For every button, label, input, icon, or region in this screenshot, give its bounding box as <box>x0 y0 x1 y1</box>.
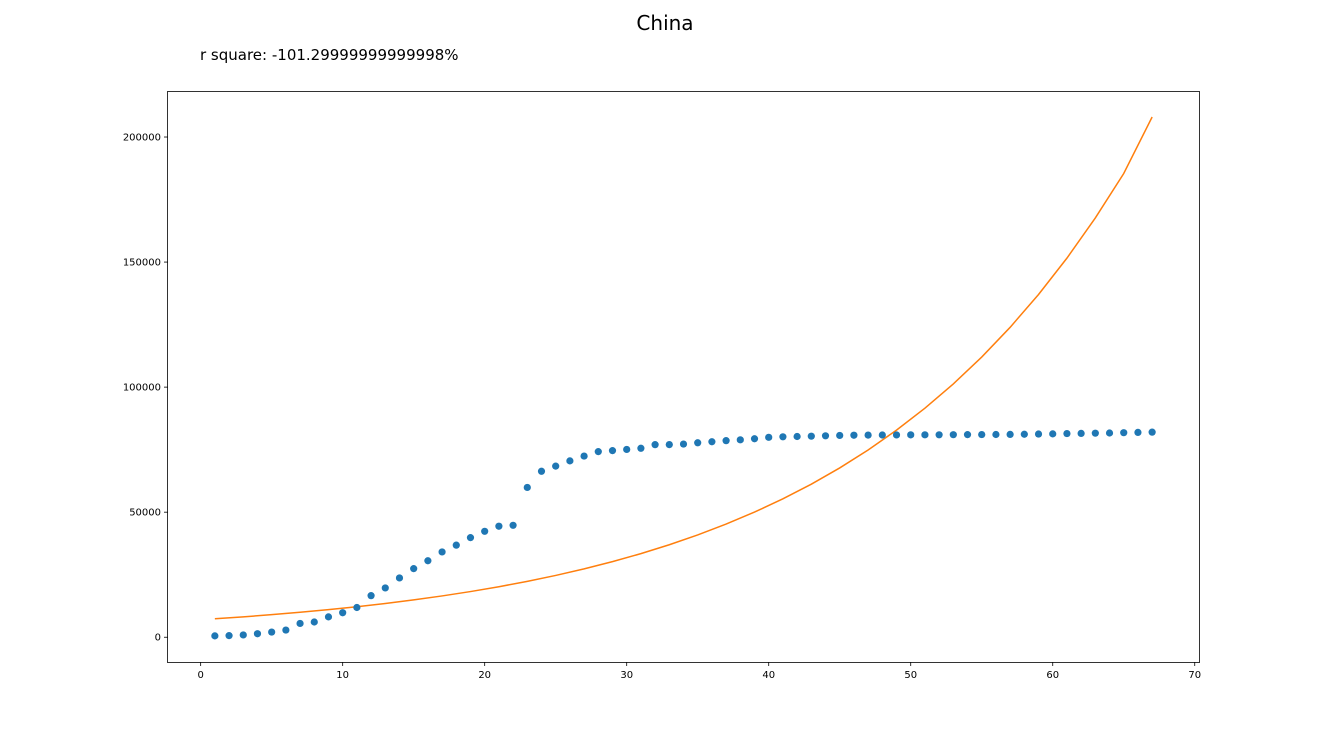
data-point <box>637 444 645 452</box>
fit-curve-line <box>214 116 1153 620</box>
data-point <box>452 541 460 549</box>
y-tick-label: 150000 <box>123 258 161 269</box>
data-point <box>566 457 574 465</box>
data-point <box>750 435 759 443</box>
y-axis: 0 50000 100000 150000 200000 <box>123 133 168 644</box>
data-point <box>1148 428 1156 436</box>
data-point <box>793 432 801 441</box>
data-point <box>992 430 1000 439</box>
data-point <box>836 431 844 440</box>
data-point <box>324 613 333 621</box>
x-tick-label: 20 <box>478 670 491 681</box>
data-point <box>1006 430 1014 438</box>
data-point <box>253 630 262 638</box>
data-point <box>438 548 446 556</box>
data-point <box>424 557 432 565</box>
data-point <box>1120 429 1128 437</box>
data-point <box>935 431 943 439</box>
data-point <box>1063 429 1071 438</box>
data-point <box>580 452 588 460</box>
data-point <box>765 433 773 441</box>
data-point <box>481 527 489 535</box>
data-point <box>679 440 688 448</box>
data-point <box>282 626 290 634</box>
data-point <box>395 574 404 582</box>
data-point <box>509 521 517 529</box>
data-point <box>907 431 915 439</box>
data-point <box>708 438 716 446</box>
data-point <box>381 584 389 592</box>
data-point <box>779 433 787 441</box>
data-point <box>921 431 929 439</box>
data-point <box>722 437 730 445</box>
y-tick-label: 100000 <box>123 383 161 394</box>
y-tick-label: 0 <box>155 633 161 644</box>
data-point <box>1091 429 1099 437</box>
data-point <box>821 432 830 440</box>
data-point <box>239 631 247 639</box>
x-tick-label: 50 <box>904 670 917 681</box>
data-point <box>296 619 304 628</box>
data-point <box>694 439 702 447</box>
x-tick-label: 30 <box>620 670 633 681</box>
chart-title: China <box>636 11 693 35</box>
data-point <box>878 431 886 439</box>
data-point <box>963 431 972 439</box>
data-point <box>1134 428 1142 437</box>
data-point <box>1034 430 1043 438</box>
data-point <box>225 632 233 640</box>
data-point <box>339 609 347 617</box>
data-point <box>268 628 276 636</box>
chart-subtitle: r square: -101.29999999999998% <box>200 46 459 64</box>
y-tick-label: 200000 <box>123 133 161 144</box>
data-point <box>310 618 318 626</box>
x-tick-label: 0 <box>197 670 203 681</box>
data-point <box>523 483 531 492</box>
data-point <box>736 436 744 444</box>
data-point <box>552 462 560 470</box>
plot-area-frame <box>167 91 1200 663</box>
data-points <box>211 428 1156 640</box>
data-point <box>850 431 858 439</box>
data-point <box>864 431 872 439</box>
y-tick-label: 50000 <box>129 508 161 519</box>
data-point <box>807 432 815 440</box>
x-tick-label: 70 <box>1188 670 1201 681</box>
x-tick-label: 40 <box>762 670 775 681</box>
data-point <box>892 431 901 439</box>
data-point <box>594 448 602 456</box>
data-point <box>651 441 659 449</box>
data-point <box>623 445 631 454</box>
data-point <box>367 592 375 600</box>
data-point <box>978 430 986 439</box>
x-tick-label: 60 <box>1046 670 1059 681</box>
data-point <box>608 447 617 455</box>
data-point <box>211 632 219 640</box>
data-point <box>495 522 503 530</box>
data-point <box>537 467 546 475</box>
data-point <box>665 441 673 449</box>
data-point <box>1105 429 1114 437</box>
data-point <box>949 431 957 439</box>
x-axis: 0 10 20 30 40 50 60 70 <box>197 662 1201 681</box>
data-point <box>353 603 361 612</box>
data-point <box>466 534 475 542</box>
data-point <box>1077 429 1085 437</box>
data-point <box>1049 430 1057 438</box>
x-tick-label: 10 <box>336 670 349 681</box>
data-point <box>1020 430 1028 438</box>
data-point <box>410 565 418 573</box>
